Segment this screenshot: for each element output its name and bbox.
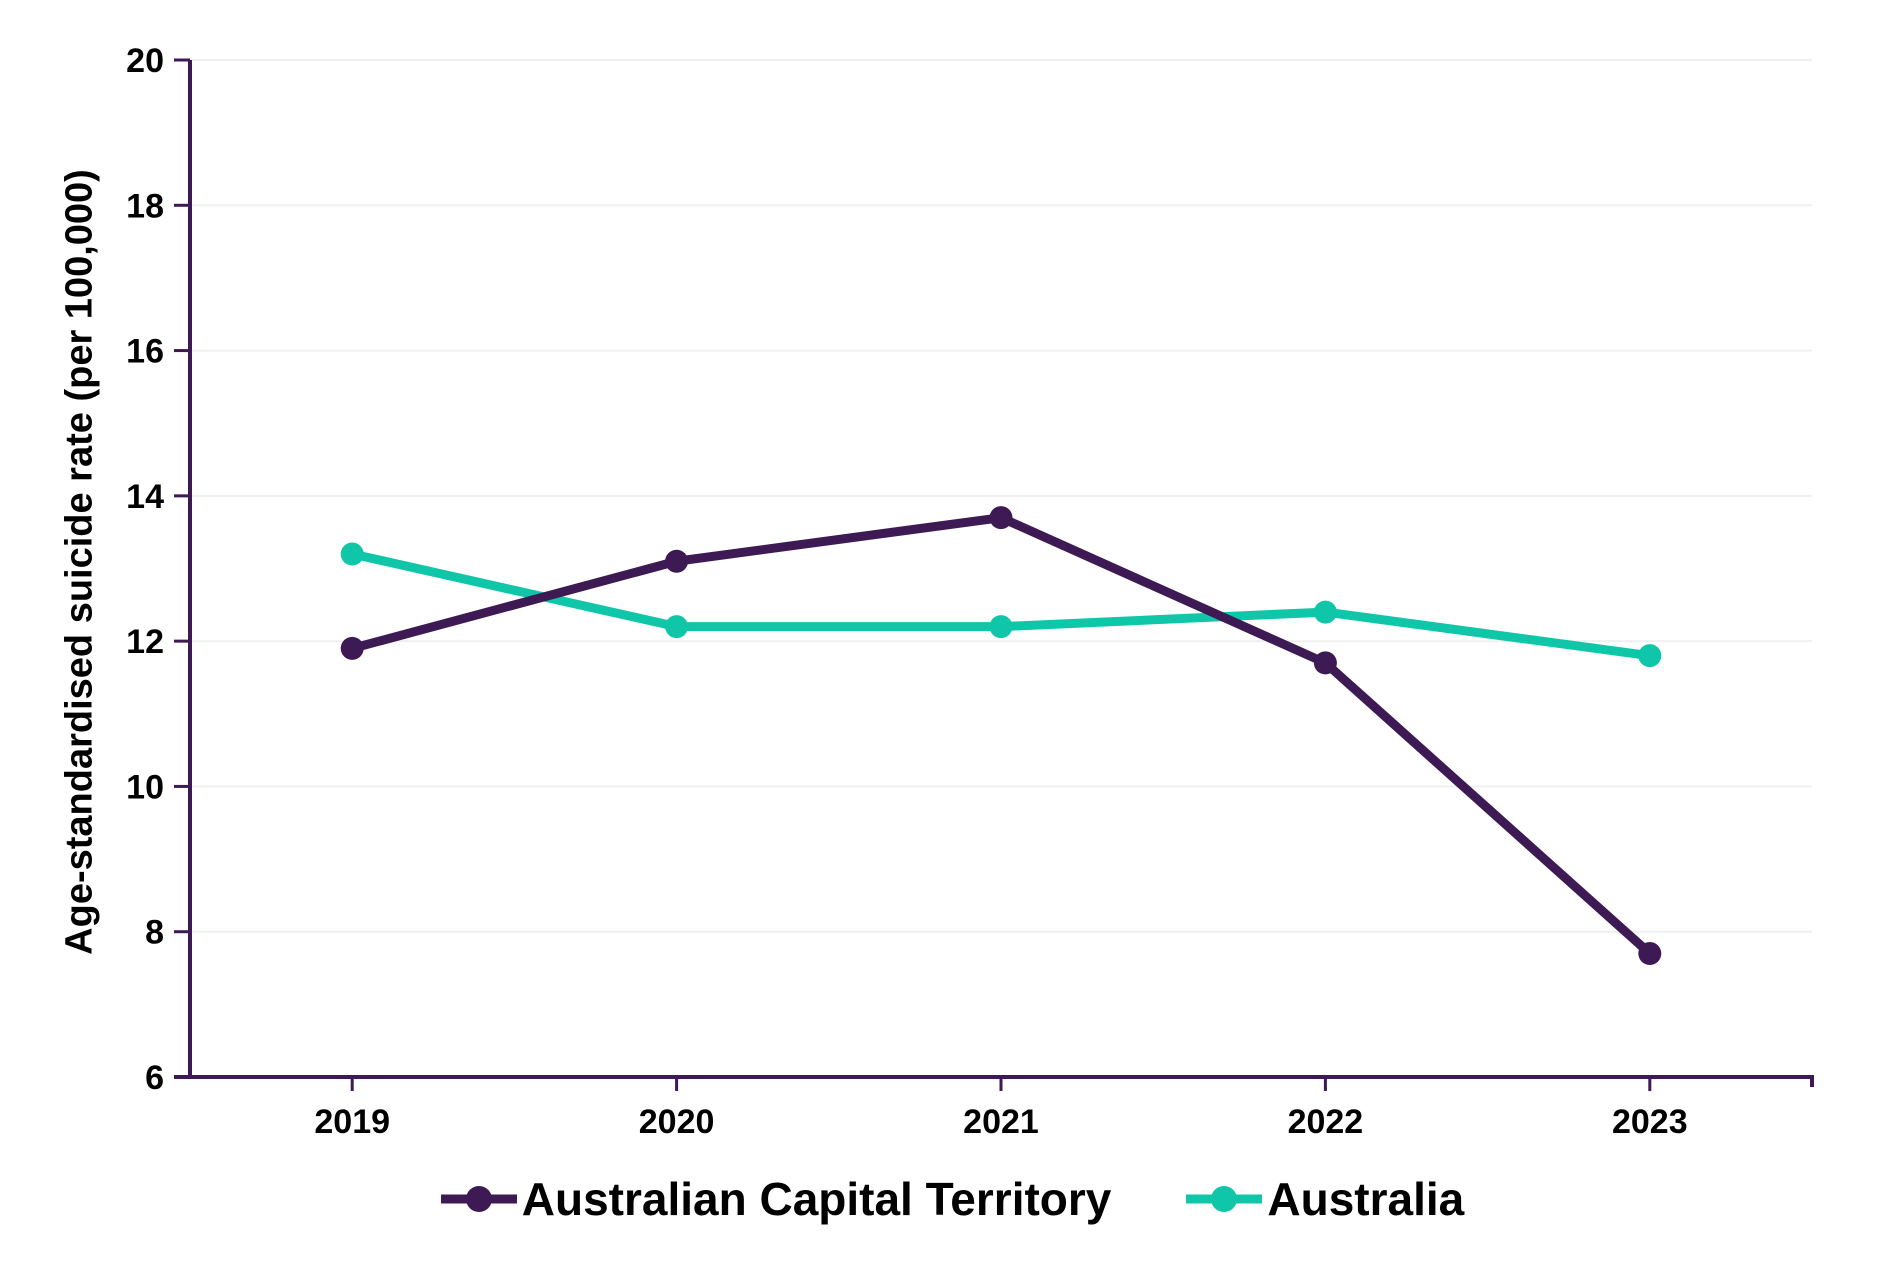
series-marker: [1638, 644, 1662, 668]
series-line: [347, 513, 1655, 959]
series-marker: [340, 542, 364, 566]
series-marker: [989, 506, 1013, 530]
x-tick-label: 2022: [1288, 1103, 1364, 1141]
series-marker: [1313, 651, 1337, 675]
y-tick-label: 6: [145, 1059, 164, 1097]
y-tick-label: 18: [126, 187, 164, 225]
legend-label-australia: Australia: [1267, 1173, 1465, 1225]
y-tick-label: 16: [126, 333, 164, 371]
legend-item-australia: Australia: [1183, 1172, 1464, 1226]
x-tick-label: 2020: [639, 1103, 715, 1141]
series-marker: [665, 615, 689, 639]
y-tick-label: 20: [126, 42, 164, 80]
x-tick-label: 2019: [314, 1103, 390, 1141]
series-marker: [1313, 600, 1337, 624]
series-marker: [989, 615, 1013, 639]
y-tick-label: 12: [126, 623, 164, 661]
series-marker: [340, 636, 364, 660]
series-marker: [665, 549, 689, 573]
legend-marker-act-icon: [440, 1186, 517, 1212]
legend-label-act: Australian Capital Territory: [521, 1173, 1112, 1225]
y-tick-label: 10: [126, 768, 164, 806]
x-tick-label: 2021: [963, 1103, 1039, 1141]
y-tick-label: 8: [145, 914, 164, 952]
legend: Australian Capital Territory Australia: [0, 1172, 1902, 1226]
y-tick-label: 14: [126, 478, 164, 516]
series-marker: [1638, 942, 1662, 966]
x-tick-label: 2023: [1612, 1103, 1688, 1141]
legend-marker-australia-icon: [1186, 1186, 1263, 1212]
legend-item-act: Australian Capital Territory: [438, 1172, 1112, 1226]
